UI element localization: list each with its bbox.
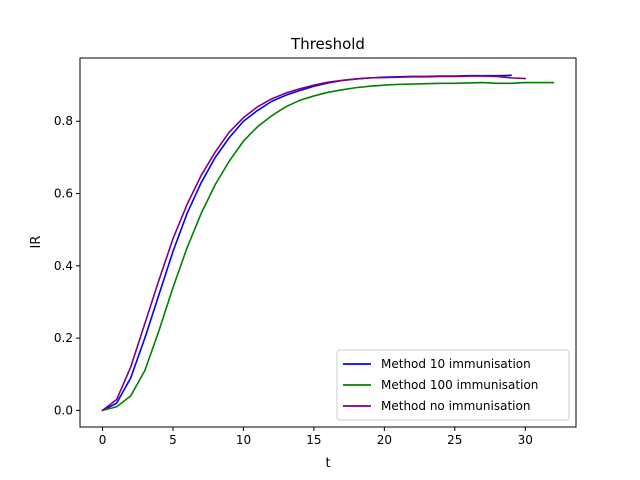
y-axis-label: IR xyxy=(29,236,44,249)
legend-box xyxy=(336,349,570,421)
y-tick-label: 0.6 xyxy=(54,187,73,201)
y-tick-label: 0.4 xyxy=(54,259,73,273)
legend-label: Method 10 immunisation xyxy=(381,357,531,371)
plot-frame xyxy=(79,57,577,428)
y-axis-ticks: 0.0 0.2 0.4 0.6 0.8 xyxy=(54,114,80,417)
x-tick-label: 25 xyxy=(447,433,462,447)
legend: Method 10 immunisation Method 100 immunis… xyxy=(336,349,570,421)
series-layer xyxy=(101,74,555,412)
x-axis-ticks: 0 5 10 15 20 25 30 xyxy=(99,427,533,447)
x-tick-label: 30 xyxy=(518,433,533,447)
x-tick-label: 15 xyxy=(306,433,321,447)
x-tick-label: 10 xyxy=(236,433,251,447)
chart-title: Threshold xyxy=(290,35,365,53)
x-tick-label: 20 xyxy=(377,433,392,447)
series-line-2 xyxy=(101,81,555,412)
x-tick-label: 0 xyxy=(99,433,107,447)
x-tick-label: 5 xyxy=(169,433,177,447)
y-tick-label: 0.0 xyxy=(54,403,73,417)
legend-label: Method no immunisation xyxy=(381,399,530,413)
x-axis-label: t xyxy=(325,456,330,471)
legend-label: Method 100 immunisation xyxy=(381,378,538,392)
y-tick-label: 0.2 xyxy=(54,331,73,345)
y-tick-label: 0.8 xyxy=(54,114,73,128)
series-line-3 xyxy=(101,75,527,412)
